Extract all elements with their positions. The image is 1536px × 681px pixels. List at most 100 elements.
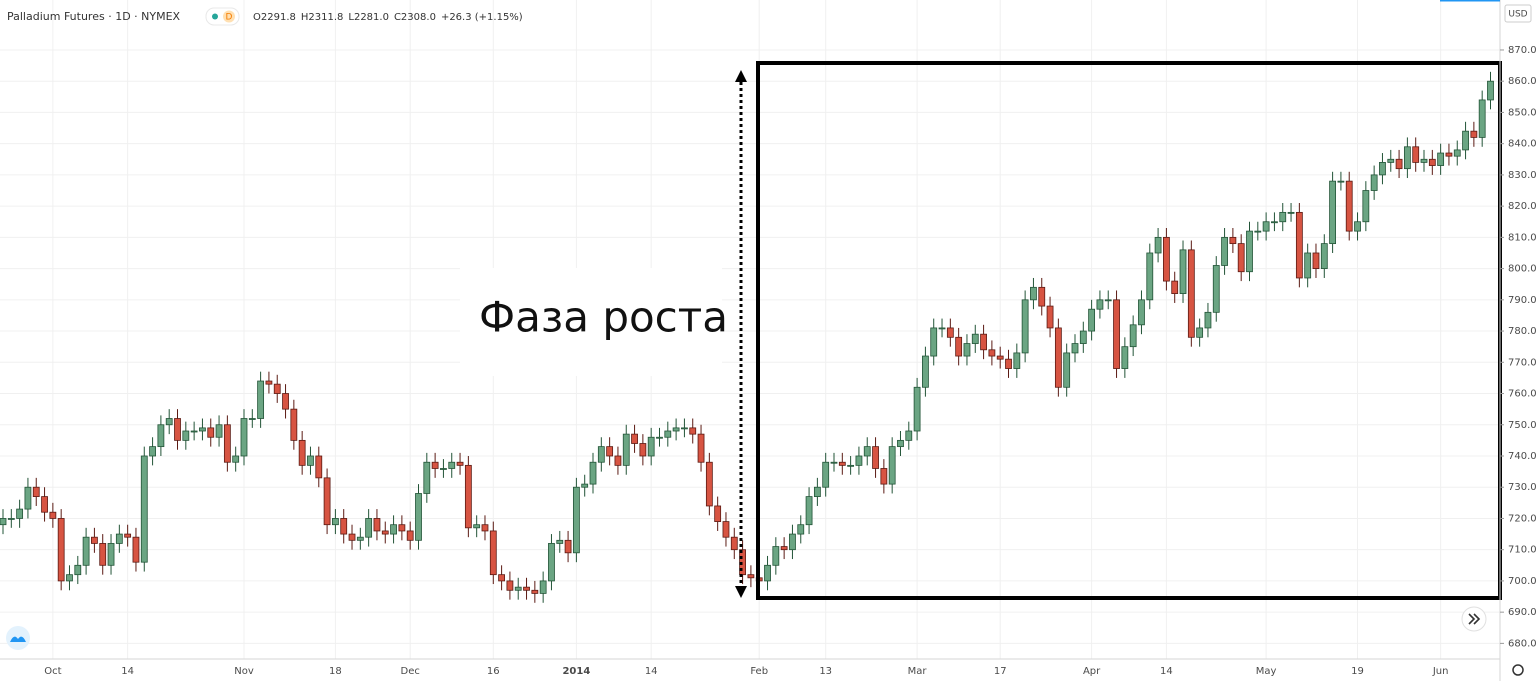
- x-tick-label: Mar: [908, 666, 928, 677]
- candle-body: [506, 580, 514, 591]
- candle-body: [1096, 299, 1104, 310]
- x-tick-label: Feb: [750, 666, 768, 677]
- candle-body: [1204, 311, 1212, 329]
- candle-body: [1337, 180, 1345, 183]
- candle-body: [107, 543, 115, 566]
- candle-body: [913, 386, 921, 432]
- candle-body: [498, 574, 506, 582]
- candle-body: [1229, 236, 1237, 245]
- candle-body: [464, 464, 472, 529]
- candle-body: [564, 539, 572, 554]
- candle-body: [66, 574, 73, 582]
- candle-body: [390, 524, 397, 535]
- x-tick-label: Oct: [44, 666, 61, 677]
- y-tick-label: 820.0: [1508, 201, 1536, 212]
- x-tick-label: May: [1256, 666, 1277, 677]
- candle-body: [115, 533, 123, 544]
- candle-body: [614, 455, 622, 466]
- candle-body: [631, 433, 638, 444]
- candle-body: [681, 427, 688, 430]
- candle-body: [481, 524, 489, 532]
- candle-body: [473, 524, 481, 529]
- candle-body: [1279, 211, 1287, 223]
- y-tick-label: 830.0: [1508, 170, 1536, 181]
- logo[interactable]: [6, 626, 30, 650]
- candle-body: [1254, 230, 1262, 233]
- symbol-title: Palladium Futures · 1D · NYMEX: [7, 10, 181, 23]
- candle-body: [331, 518, 339, 526]
- candle-body: [348, 533, 356, 541]
- candle-body: [1412, 146, 1420, 163]
- y-tick-label: 840.0: [1508, 139, 1536, 150]
- candle-body: [971, 333, 979, 344]
- x-tick-label: Dec: [401, 666, 420, 677]
- candle-body: [1013, 352, 1021, 369]
- candle-body: [49, 511, 57, 519]
- price-axis: 680.0 690.0 700.0 710.0 720.0 730.0 740.0 750.0…: [1500, 45, 1536, 649]
- legend-value: L2281.0: [348, 12, 389, 23]
- candle-body: [1312, 252, 1320, 269]
- candle-body: [963, 343, 971, 357]
- candle-body: [1420, 158, 1428, 163]
- candle-body: [930, 327, 938, 357]
- badge-circle: [223, 10, 235, 23]
- candle-body: [813, 486, 821, 497]
- candle-body: [232, 455, 240, 463]
- candle-body: [190, 430, 198, 433]
- candle-body: [606, 446, 614, 457]
- candle-body: [772, 546, 780, 566]
- x-tick-label: 14: [1160, 666, 1173, 677]
- candle-body: [257, 380, 265, 419]
- candle-body: [32, 486, 40, 497]
- candle-body: [888, 446, 896, 485]
- candle-body: [124, 533, 132, 538]
- candle-body: [365, 518, 373, 538]
- candle-body: [1113, 299, 1120, 369]
- candle-body: [1379, 162, 1386, 176]
- candle-body: [1287, 211, 1295, 214]
- candle-body: [1428, 158, 1436, 166]
- candle-body: [830, 461, 838, 464]
- candle-body: [1487, 80, 1494, 101]
- candle-body: [456, 461, 464, 466]
- candle-body: [1237, 243, 1245, 273]
- candle-body: [838, 461, 846, 466]
- candle-body: [672, 427, 680, 432]
- candle-body: [373, 518, 381, 532]
- candle-body: [572, 486, 580, 554]
- y-tick-label: 850.0: [1508, 107, 1536, 118]
- candle-body: [556, 539, 564, 544]
- x-tick-label: 2014: [562, 666, 590, 677]
- arrow-head: [735, 70, 747, 82]
- candle-body: [1387, 158, 1395, 163]
- candle-body: [1005, 358, 1012, 369]
- logo-cloud: [10, 636, 26, 642]
- y-tick-label: 780.0: [1508, 326, 1536, 337]
- candle-body: [1354, 221, 1361, 232]
- currency-box[interactable]: [1504, 4, 1532, 23]
- candle-body: [514, 586, 522, 591]
- candle-body: [656, 436, 663, 439]
- candle-body: [647, 436, 655, 457]
- candle-body: [7, 518, 15, 520]
- candle-body: [215, 424, 223, 438]
- candle-body: [1038, 286, 1046, 307]
- candle-body: [1146, 252, 1154, 301]
- candle-body: [622, 433, 630, 466]
- arrow-head: [735, 586, 747, 598]
- y-tick-label: 740.0: [1508, 451, 1536, 462]
- candle-body: [0, 518, 7, 526]
- settings-icon[interactable]: [1512, 664, 1524, 676]
- candle-body: [747, 574, 755, 579]
- candle-body: [1171, 280, 1179, 294]
- candle-body: [897, 439, 904, 448]
- candle-body: [1345, 180, 1353, 232]
- candle-body: [307, 455, 314, 466]
- candle-body: [140, 455, 148, 563]
- candle-body: [340, 518, 348, 535]
- x-tick-label: 18: [329, 666, 342, 677]
- candle-body: [589, 461, 597, 485]
- candle-body: [955, 336, 963, 357]
- candle-body: [1030, 286, 1037, 301]
